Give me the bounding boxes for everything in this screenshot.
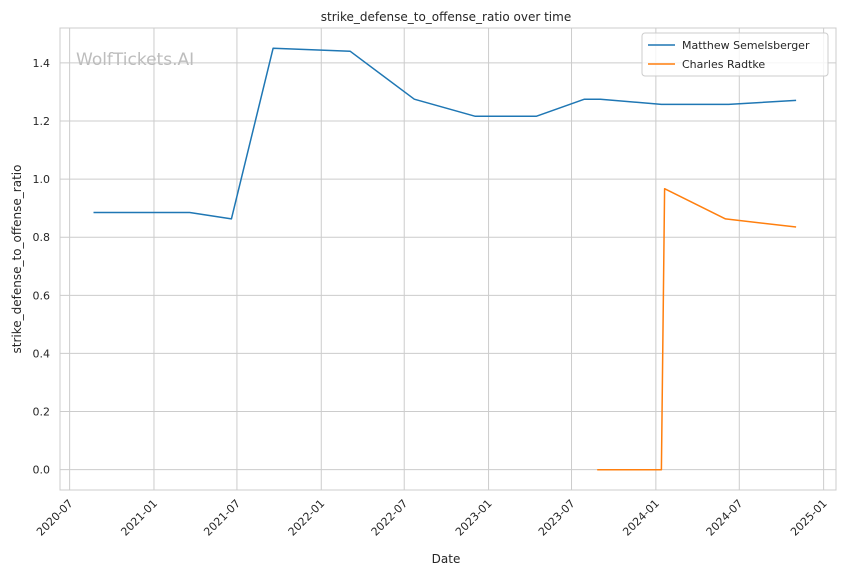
y-tick-label: 1.2 [33,115,51,128]
y-axis-label: strike_defense_to_offense_ratio [10,165,24,354]
y-tick-label: 0.8 [33,231,51,244]
legend-label-matthew-semelsberger: Matthew Semelsberger [682,39,810,52]
y-tick-labels: 0.0 0.2 0.4 0.6 0.8 1.0 1.2 1.4 [33,57,51,477]
y-tick-label: 0.2 [33,406,51,419]
chart-title: strike_defense_to_offense_ratio over tim… [321,10,571,24]
x-axis-label: Date [432,552,461,566]
y-tick-label: 1.0 [33,173,51,186]
legend: Matthew Semelsberger Charles Radtke [641,32,829,77]
legend-box [641,32,829,77]
series-line-matthew-semelsberger [93,47,797,220]
legend-label-charles-radtke: Charles Radtke [682,58,765,71]
watermark: WolfTickets.AI [76,50,194,70]
y-tick-label: 0.4 [33,347,51,360]
series-lines [93,47,797,471]
grid [60,28,836,490]
y-tick-label: 0.6 [33,289,51,302]
y-tick-label: 1.4 [33,57,51,70]
series-line-charles-radtke [597,187,797,471]
plot-area-frame [59,27,837,491]
y-tick-label: 0.0 [33,464,51,477]
